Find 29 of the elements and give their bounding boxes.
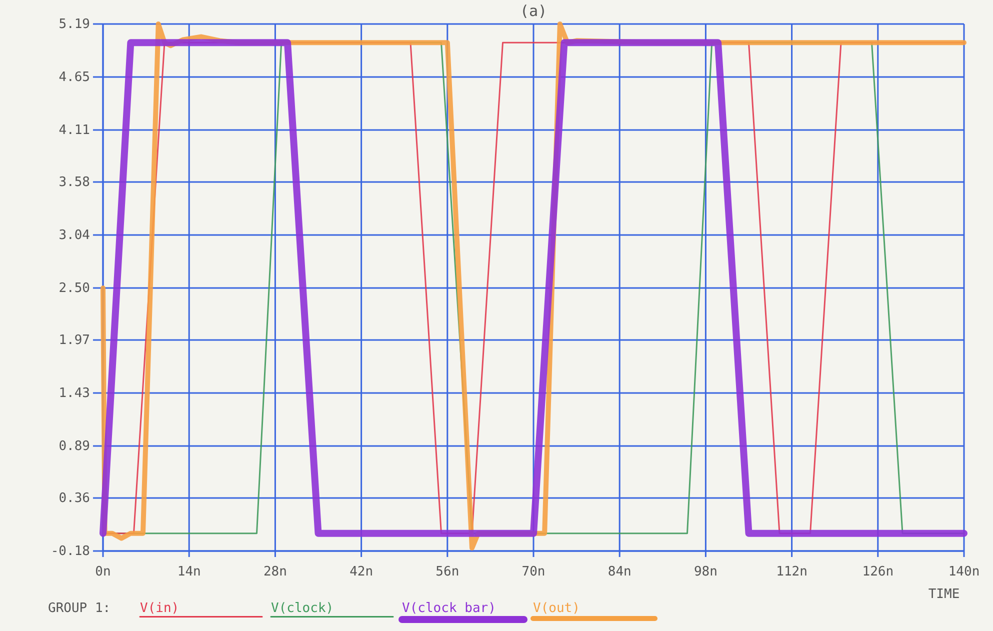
y-tick-label: 0.89: [58, 439, 90, 454]
y-tick-label: 2.50: [58, 281, 90, 296]
x-tick-label: 14n: [177, 564, 201, 580]
y-tick-label: 0.36: [58, 491, 90, 506]
y-tick-label: 3.58: [58, 175, 90, 190]
legend-title: GROUP 1:: [48, 601, 111, 616]
text: V(out): [533, 601, 580, 616]
x-tick-label: 126n: [862, 564, 894, 580]
y-tick-label: 5.19: [58, 17, 90, 32]
chart-title: (a): [520, 2, 548, 20]
y-tick-label: 1.43: [58, 386, 90, 402]
x-tick-label: 0n: [95, 564, 111, 580]
text: V(clock bar): [402, 601, 496, 616]
y-tick-label: 1.97: [58, 333, 90, 348]
x-tick-label: 140n: [948, 564, 980, 580]
x-tick-label: 84n: [608, 564, 632, 580]
x-tick-label: 56n: [436, 564, 460, 580]
x-tick-label: 42n: [350, 564, 374, 580]
y-tick-label: -0.18: [50, 544, 90, 560]
x-tick-label: 112n: [776, 564, 808, 580]
x-tick-label: 70n: [522, 564, 546, 580]
x-axis-title: TIME: [928, 587, 960, 602]
text: V(clock): [271, 601, 334, 616]
x-tick-label: 98n: [694, 564, 718, 580]
text: V(in): [140, 601, 180, 616]
x-tick-label: 28n: [263, 564, 287, 580]
y-tick-label: 4.11: [58, 123, 90, 138]
y-tick-label: 3.04: [58, 228, 90, 244]
y-tick-label: 4.65: [58, 70, 90, 86]
